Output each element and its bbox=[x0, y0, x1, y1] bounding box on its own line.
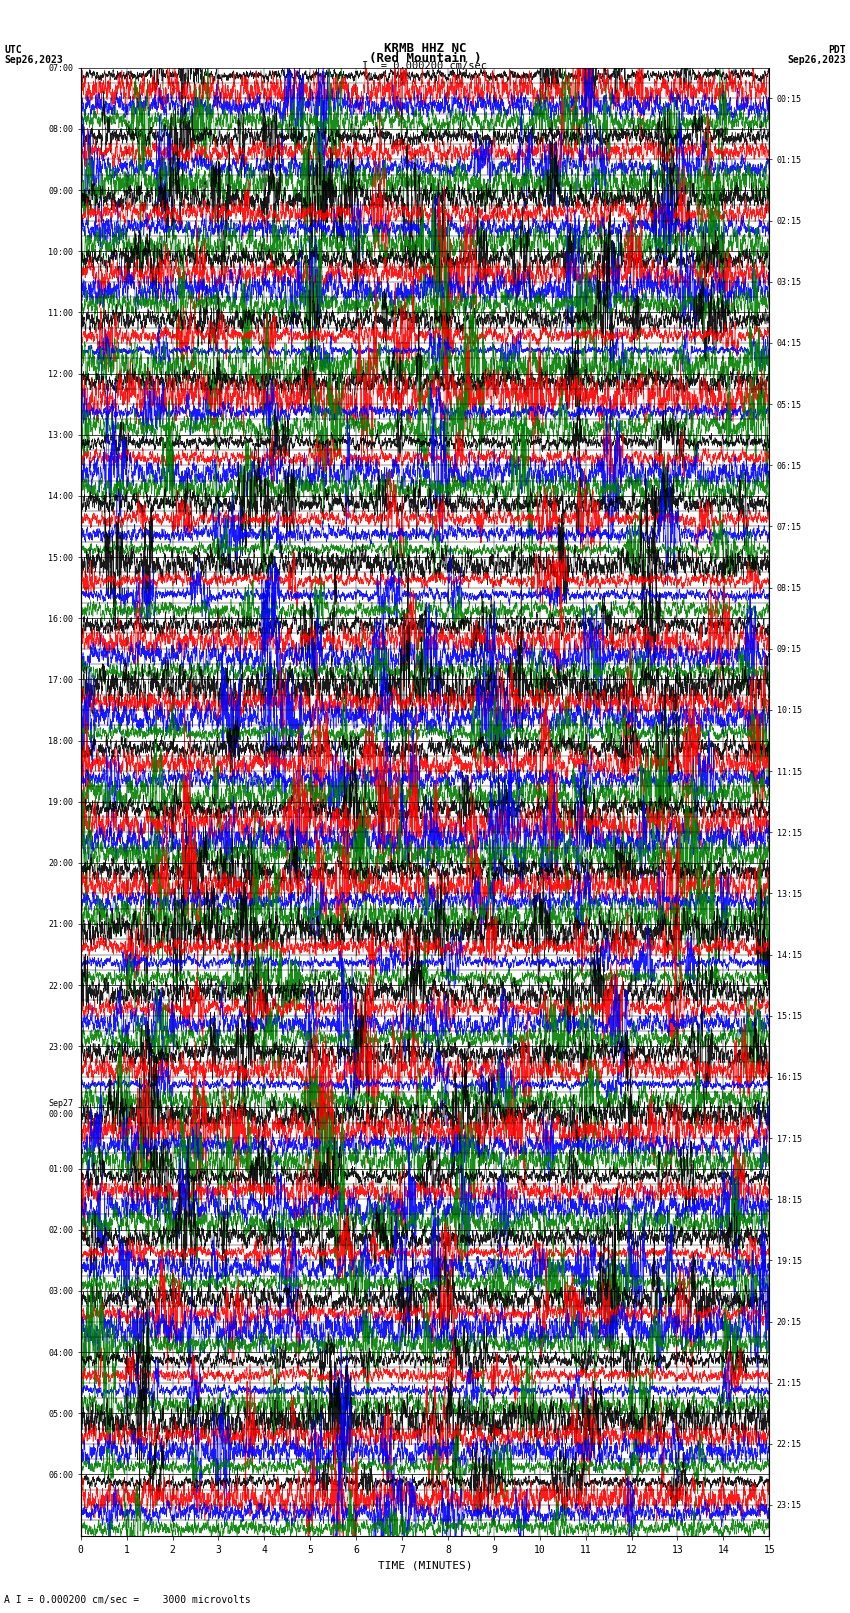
Text: UTC: UTC bbox=[4, 45, 22, 55]
X-axis label: TIME (MINUTES): TIME (MINUTES) bbox=[377, 1560, 473, 1569]
Text: Sep26,2023: Sep26,2023 bbox=[4, 55, 63, 65]
Text: KRMB HHZ NC: KRMB HHZ NC bbox=[383, 42, 467, 55]
Text: Sep26,2023: Sep26,2023 bbox=[787, 55, 846, 65]
Text: A I = 0.000200 cm/sec =    3000 microvolts: A I = 0.000200 cm/sec = 3000 microvolts bbox=[4, 1595, 251, 1605]
Text: I  = 0.000200 cm/sec: I = 0.000200 cm/sec bbox=[362, 61, 488, 71]
Text: (Red Mountain ): (Red Mountain ) bbox=[369, 52, 481, 65]
Text: PDT: PDT bbox=[828, 45, 846, 55]
